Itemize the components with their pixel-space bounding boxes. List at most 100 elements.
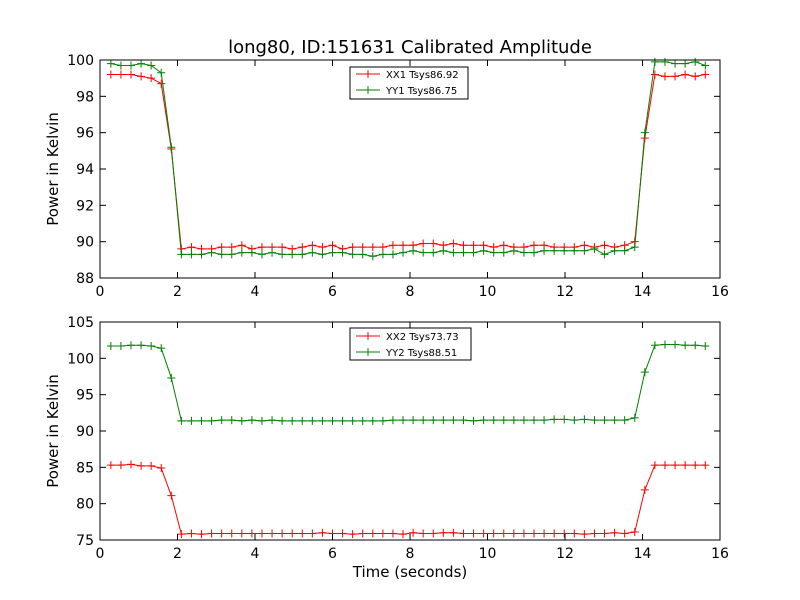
top-series-1-point (116, 61, 125, 70)
bottom-series-0-point (338, 529, 347, 538)
bottom-series-0-point (489, 529, 498, 538)
top-series-1-point (308, 248, 317, 257)
bottom-series-0-point (257, 529, 266, 538)
top-series-1-point (459, 248, 468, 257)
bottom-series-0-point (116, 461, 125, 470)
bottom-series-1-point (469, 416, 478, 425)
bottom-series-1-point (237, 416, 246, 425)
top-series-1-point (429, 248, 438, 257)
bottom-x-tick-label: 6 (328, 546, 337, 562)
top-series-0-point (358, 243, 367, 252)
bottom-series-1-point (650, 341, 659, 350)
top-series-1-point (419, 248, 428, 257)
bottom-series-1-point (600, 416, 609, 425)
top-series-1-point (409, 246, 418, 255)
top-series-0-point (449, 239, 458, 248)
bottom-series-1-point (167, 373, 176, 382)
bottom-series-1-point (348, 416, 357, 425)
bottom-series-1-point (580, 415, 589, 424)
top-series-1-point (550, 246, 559, 255)
bottom-series-1-point (509, 416, 518, 425)
top-series-1-point (358, 250, 367, 259)
bottom-series-1-point (308, 416, 317, 425)
bottom-series-1-point (288, 416, 297, 425)
bottom-series-0-point (580, 530, 589, 539)
bottom-series-1-point (590, 416, 599, 425)
top-series-1-point (701, 61, 710, 70)
top-series-1-point (388, 250, 397, 259)
top-x-tick-label: 2 (173, 284, 182, 300)
top-series-1-point (560, 246, 569, 255)
top-series-0-point (671, 72, 680, 81)
bottom-series-1-point (378, 416, 387, 425)
bottom-y-tick-label: 105 (67, 315, 94, 331)
bottom-series-0-point (197, 530, 206, 539)
top-y-tick-label: 90 (76, 235, 94, 251)
bottom-series-0-point (540, 529, 549, 538)
bottom-series-1-point (388, 416, 397, 425)
top-series-1-point (348, 250, 357, 259)
bottom-series-0-point (217, 529, 226, 538)
bottom-series-0-point (479, 529, 488, 538)
top-series-0-point (257, 243, 266, 252)
top-series-1-point (570, 246, 579, 255)
bottom-series-0-point (318, 528, 327, 537)
bottom-series-0-point (409, 528, 418, 537)
top-series-1-point (449, 248, 458, 257)
top-series-1-point (338, 248, 347, 257)
bottom-series-1-point (409, 416, 418, 425)
bottom-series-0-point (419, 529, 428, 538)
bottom-series-0-point (237, 529, 246, 538)
top-series-0-point (116, 70, 125, 79)
bottom-legend-marker-xx2 (364, 332, 372, 340)
top-series-0-point (660, 72, 669, 81)
top-x-tick-label: 12 (556, 284, 574, 300)
top-x-tick-label: 14 (634, 284, 652, 300)
bottom-series-1-point (640, 368, 649, 377)
bottom-series-1-point (429, 416, 438, 425)
top-series-0-point (399, 241, 408, 250)
bottom-series-0-point (600, 529, 609, 538)
top-series-0-point (187, 243, 196, 252)
top-series-0-point (419, 239, 428, 248)
top-series-0-point (106, 70, 115, 79)
top-series-0-point (650, 70, 659, 79)
top-legend-label-yy1: YY1 Tsys86.75 (385, 86, 457, 97)
bottom-series-1-point (318, 416, 327, 425)
top-y-tick-label: 88 (76, 271, 94, 287)
bottom-series-0-point (499, 529, 508, 538)
bottom-series-0-point (167, 491, 176, 500)
top-chart-title: long80, ID:151631 Calibrated Amplitude (228, 37, 592, 58)
top-series-1-point (106, 59, 115, 68)
top-series-0-point (378, 243, 387, 252)
bottom-legend-label-yy2: YY2 Tsys88.51 (385, 348, 457, 359)
top-series-1-point (318, 250, 327, 259)
top-legend-label-xx1: XX1 Tsys86.92 (386, 70, 459, 81)
top-series-1-point (217, 250, 226, 259)
top-y-tick-label: 96 (76, 126, 94, 142)
bottom-x-tick-label: 14 (634, 546, 652, 562)
bottom-series-0-point (358, 529, 367, 538)
top-series-0-point (368, 243, 377, 252)
top-series-1-point (127, 61, 135, 70)
top-x-tick-label: 0 (96, 284, 105, 300)
bottom-y-tick-label: 75 (76, 533, 94, 549)
top-series-1-point (177, 250, 186, 259)
top-series-0-point (459, 241, 468, 250)
bottom-series-1-point (278, 416, 287, 425)
bottom-series-0-point (106, 461, 115, 470)
bottom-series-1-point (439, 416, 448, 425)
bottom-x-tick-label: 8 (406, 546, 415, 562)
bottom-legend-marker-yy2 (364, 348, 372, 356)
top-y-tick-label: 92 (76, 198, 94, 214)
bottom-legend-label-xx2: XX2 Tsys73.73 (386, 332, 459, 343)
top-series-1-point (227, 250, 236, 259)
top-x-tick-label: 8 (406, 284, 415, 300)
top-series-1-point (278, 250, 287, 259)
top-series-0-point (388, 241, 397, 250)
bottom-series-0-point (429, 529, 438, 538)
bottom-y-tick-label: 80 (76, 497, 94, 513)
bottom-series-1-point (691, 341, 700, 350)
bottom-series-0-point (701, 461, 710, 470)
